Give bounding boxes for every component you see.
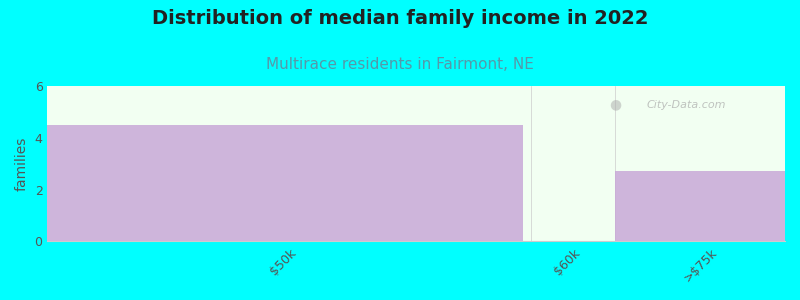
Text: Distribution of median family income in 2022: Distribution of median family income in … [152,9,648,28]
Y-axis label: families: families [15,136,29,191]
Bar [47,125,523,242]
Text: City-Data.com: City-Data.com [646,100,726,110]
Bar [615,172,785,242]
Text: ●: ● [610,98,622,112]
Text: Multirace residents in Fairmont, NE: Multirace residents in Fairmont, NE [266,57,534,72]
